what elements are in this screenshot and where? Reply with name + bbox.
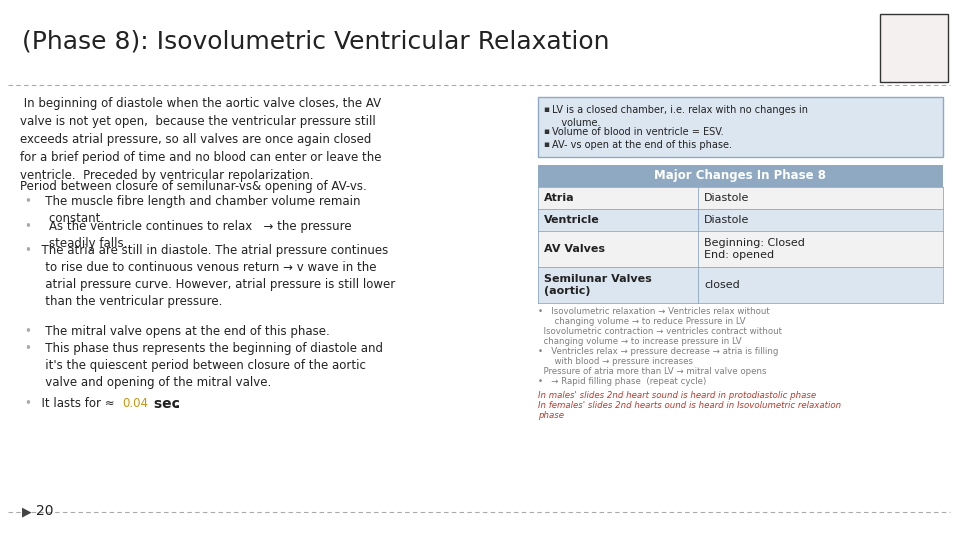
- Text: •   Ventricles relax → pressure decrease → atria is filling: • Ventricles relax → pressure decrease →…: [538, 347, 779, 356]
- Text: The muscle fibre length and chamber volume remain
    constant.: The muscle fibre length and chamber volu…: [34, 195, 361, 225]
- Text: sec: sec: [149, 397, 180, 411]
- Text: 20: 20: [36, 504, 54, 518]
- Text: Volume of blood in ventricle = ESV.: Volume of blood in ventricle = ESV.: [552, 127, 724, 137]
- Text: phase: phase: [538, 411, 564, 420]
- Text: As the ventricle continues to relax   → the pressure
    steadily falls.: As the ventricle continues to relax → th…: [34, 220, 351, 250]
- Text: Diastole: Diastole: [704, 215, 750, 225]
- Text: closed: closed: [704, 280, 740, 290]
- Text: ▪: ▪: [543, 105, 549, 114]
- Text: ▶: ▶: [22, 505, 32, 518]
- Text: The atria are still in diastole. The atrial pressure continues
   to rise due to: The atria are still in diastole. The atr…: [34, 244, 396, 308]
- Text: Major Changes In Phase 8: Major Changes In Phase 8: [655, 170, 827, 183]
- Bar: [538, 267, 943, 303]
- Text: •: •: [24, 325, 31, 338]
- Text: (Phase 8): Isovolumetric Ventricular Relaxation: (Phase 8): Isovolumetric Ventricular Rel…: [22, 30, 610, 54]
- Text: ▪: ▪: [543, 127, 549, 136]
- Bar: [538, 187, 943, 209]
- Text: 0.04: 0.04: [122, 397, 148, 410]
- Text: This phase thus represents the beginning of diastole and
   it's the quiescent p: This phase thus represents the beginning…: [34, 342, 383, 389]
- Text: LV is a closed chamber, i.e. relax with no changes in
   volume.: LV is a closed chamber, i.e. relax with …: [552, 105, 808, 128]
- Text: changing volume → to reduce Pressure in LV: changing volume → to reduce Pressure in …: [538, 317, 746, 326]
- Text: AV- vs open at the end of this phase.: AV- vs open at the end of this phase.: [552, 140, 732, 150]
- Text: Pressure of atria more than LV → mitral valve opens: Pressure of atria more than LV → mitral …: [538, 367, 766, 376]
- Text: •: •: [24, 244, 31, 257]
- Text: Atria: Atria: [544, 193, 575, 203]
- Text: .: .: [175, 397, 180, 411]
- Text: •: •: [24, 397, 31, 410]
- Text: In males' slides 2nd heart sound is heard in protodiastolic phase: In males' slides 2nd heart sound is hear…: [538, 391, 816, 400]
- Text: Diastole: Diastole: [704, 193, 750, 203]
- Text: •: •: [24, 195, 31, 208]
- Text: In beginning of diastole when the aortic valve closes, the AV
valve is not yet o: In beginning of diastole when the aortic…: [20, 97, 381, 182]
- Text: •: •: [24, 342, 31, 355]
- Text: changing volume → to increase pressure in LV: changing volume → to increase pressure i…: [538, 337, 742, 346]
- Text: ▪: ▪: [543, 140, 549, 149]
- Text: Beginning: Closed
End: opened: Beginning: Closed End: opened: [704, 238, 804, 260]
- Text: The mitral valve opens at the end of this phase.: The mitral valve opens at the end of thi…: [34, 325, 329, 338]
- Bar: [538, 231, 943, 267]
- Text: with blood → pressure increases: with blood → pressure increases: [538, 357, 693, 366]
- Bar: [880, 14, 948, 82]
- Bar: [538, 97, 943, 157]
- Bar: [538, 209, 943, 231]
- Text: Period between closure of semilunar-vs& opening of AV-vs.: Period between closure of semilunar-vs& …: [20, 180, 367, 193]
- Text: Semilunar Valves
(aortic): Semilunar Valves (aortic): [544, 274, 652, 296]
- Text: It lasts for ≈: It lasts for ≈: [34, 397, 118, 410]
- Text: AV Valves: AV Valves: [544, 244, 605, 254]
- Bar: [538, 165, 943, 187]
- Text: Isovolumetric contraction → ventricles contract without: Isovolumetric contraction → ventricles c…: [538, 327, 782, 336]
- Text: •: •: [24, 220, 31, 233]
- Text: In females' slides 2nd hearts ound is heard in Isovolumetric relaxation: In females' slides 2nd hearts ound is he…: [538, 401, 841, 410]
- Text: •   → Rapid filling phase  (repeat cycle): • → Rapid filling phase (repeat cycle): [538, 377, 707, 386]
- Text: Ventricle: Ventricle: [544, 215, 600, 225]
- Text: •   Isovolumetric relaxation → Ventricles relax without: • Isovolumetric relaxation → Ventricles …: [538, 307, 770, 316]
